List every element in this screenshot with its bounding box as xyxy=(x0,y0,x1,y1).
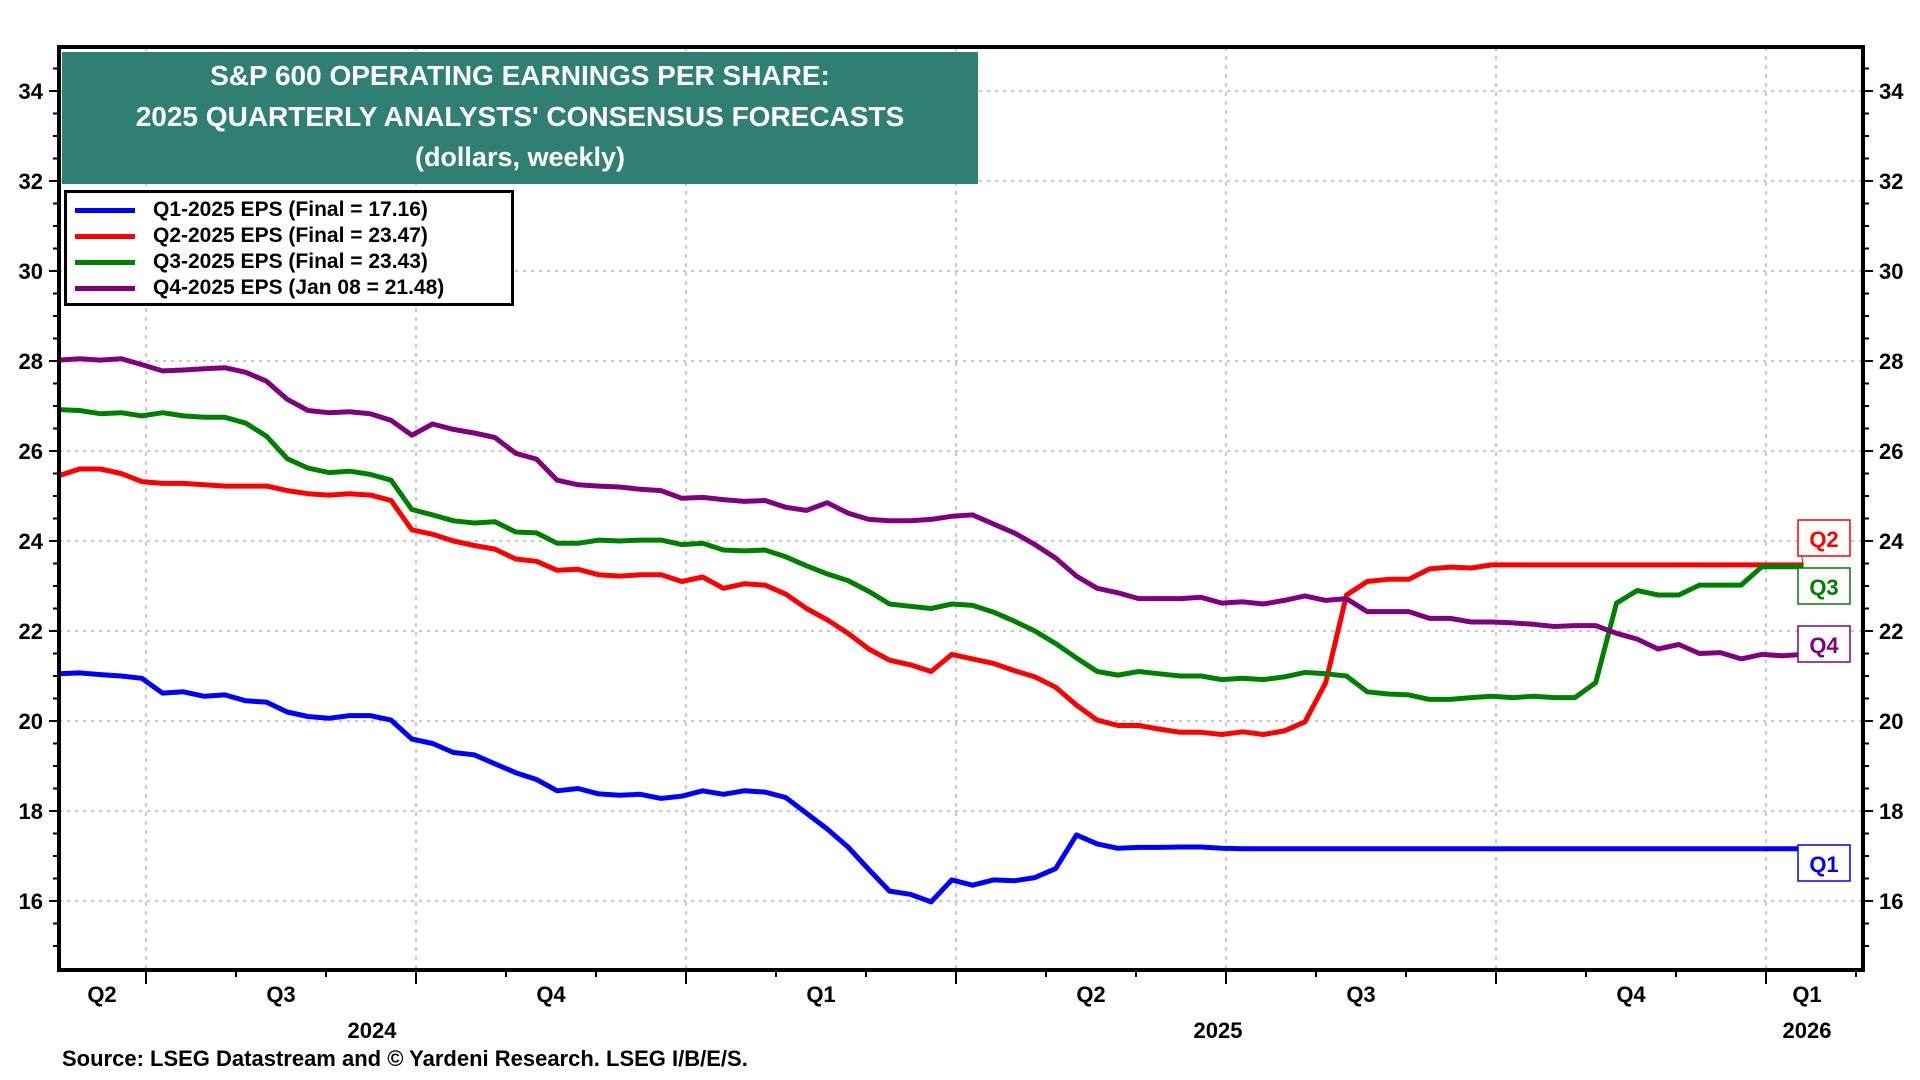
y-tick-label-right: 20 xyxy=(1879,709,1903,734)
x-quarter-label: Q1 xyxy=(806,982,835,1007)
end-label-box-q3 xyxy=(1797,567,1851,605)
legend-item-q3: Q3-2025 EPS (Final = 23.43) xyxy=(75,249,503,275)
x-year-label: 2025 xyxy=(1194,1018,1243,1043)
legend-item-q4: Q4-2025 EPS (Jan 08 = 21.48) xyxy=(75,275,503,301)
y-tick-label-left: 16 xyxy=(19,889,43,914)
chart-title-box: S&P 600 OPERATING EARNINGS PER SHARE: 20… xyxy=(62,52,978,184)
series-line-q4 xyxy=(58,356,1804,662)
y-tick-label-left: 26 xyxy=(19,439,43,464)
y-tick-label-left: 30 xyxy=(19,259,43,284)
end-label-box-q2 xyxy=(1797,519,1851,557)
grid xyxy=(59,47,1863,970)
legend-swatch-q2 xyxy=(75,233,135,239)
y-tick-label-right: 32 xyxy=(1879,169,1903,194)
end-label-q1: Q1 xyxy=(1809,852,1838,877)
legend-label-q2: Q2-2025 EPS (Final = 23.47) xyxy=(153,224,428,247)
chart-subtitle: 2025 QUARTERLY ANALYSTS' CONSENSUS FOREC… xyxy=(135,101,905,132)
x-quarter-label: Q3 xyxy=(266,982,295,1007)
legend-swatch-q3 xyxy=(75,259,135,265)
end-label-q3: Q3 xyxy=(1809,575,1838,600)
y-tick-label-left: 32 xyxy=(19,169,43,194)
series-line-q2 xyxy=(58,466,1804,737)
x-quarter-label: Q4 xyxy=(536,982,566,1007)
series-line-q1 xyxy=(58,670,1804,905)
x-quarter-label: Q3 xyxy=(1346,982,1375,1007)
y-tick-label-right: 34 xyxy=(1879,79,1904,104)
end-label-q4: Q4 xyxy=(1809,633,1839,658)
legend-item-q1: Q1-2025 EPS (Final = 17.16) xyxy=(75,197,503,223)
y-tick-label-left: 20 xyxy=(19,709,43,734)
y-tick-label-left: 22 xyxy=(19,619,43,644)
y-axis: 16 16 18 18 20 20 22 22 24 24 26 26 28 28 30 30 32 32 34 34 xyxy=(19,67,1904,947)
y-tick-label-left: 24 xyxy=(19,529,44,554)
y-tick-label-right: 22 xyxy=(1879,619,1903,644)
series-lines xyxy=(58,356,1804,905)
x-quarter-label: Q2 xyxy=(1076,982,1105,1007)
y-tick-label-right: 24 xyxy=(1879,529,1904,554)
y-tick-label-right: 18 xyxy=(1879,799,1903,824)
x-year-label: 2026 xyxy=(1783,1018,1832,1043)
plot-frame xyxy=(57,45,1865,972)
y-tick-label-left: 34 xyxy=(19,79,44,104)
legend-swatch-q4 xyxy=(75,285,135,291)
end-label-box-q1 xyxy=(1797,844,1851,882)
legend-label-q1: Q1-2025 EPS (Final = 17.16) xyxy=(153,198,428,221)
source-note: Source: LSEG Datastream and © Yardeni Re… xyxy=(62,1046,748,1071)
legend-label-q3: Q3-2025 EPS (Final = 23.43) xyxy=(153,250,428,273)
legend: Q1-2025 EPS (Final = 17.16) Q2-2025 EPS … xyxy=(64,190,514,306)
legend-label-q4: Q4-2025 EPS (Jan 08 = 21.48) xyxy=(153,276,445,299)
end-labels: Q1 Q2 Q3 Q4 xyxy=(1797,519,1851,882)
y-tick-label-right: 16 xyxy=(1879,889,1903,914)
end-label-q2: Q2 xyxy=(1809,527,1838,552)
x-year-label: 2024 xyxy=(348,1018,398,1043)
x-quarter-label: Q1 xyxy=(1792,982,1821,1007)
x-axis: Q2 Q3 2024 Q4 Q1 Q2 Q3 2025 Q4 Q1 2026 xyxy=(87,970,1857,1043)
legend-item-q2: Q2-2025 EPS (Final = 23.47) xyxy=(75,223,503,249)
y-tick-label-right: 28 xyxy=(1879,349,1903,374)
y-tick-label-left: 18 xyxy=(19,799,43,824)
chart-title: S&P 600 OPERATING EARNINGS PER SHARE: xyxy=(210,60,830,91)
end-label-box-q4 xyxy=(1797,625,1851,663)
series-line-q3 xyxy=(58,407,1804,702)
legend-swatch-q1 xyxy=(75,207,135,213)
x-quarter-label: Q2 xyxy=(87,982,116,1007)
y-tick-label-left: 28 xyxy=(19,349,43,374)
y-tick-label-right: 26 xyxy=(1879,439,1903,464)
y-tick-label-right: 30 xyxy=(1879,259,1903,284)
x-quarter-label: Q4 xyxy=(1616,982,1646,1007)
chart-units: (dollars, weekly) xyxy=(414,142,626,172)
